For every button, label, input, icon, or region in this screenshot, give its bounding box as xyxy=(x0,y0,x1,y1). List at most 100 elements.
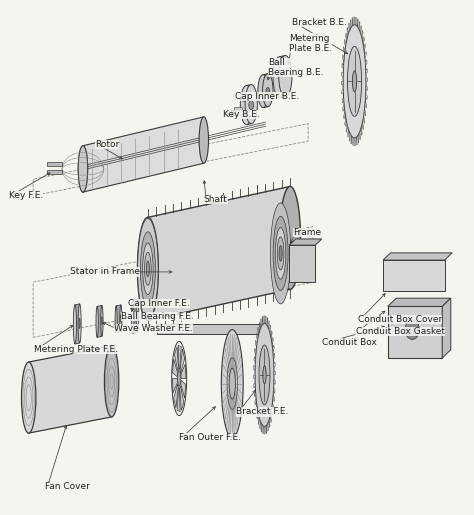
Polygon shape xyxy=(267,423,268,431)
Polygon shape xyxy=(361,127,362,135)
Polygon shape xyxy=(356,137,357,145)
Polygon shape xyxy=(364,109,366,116)
Polygon shape xyxy=(261,319,262,327)
Polygon shape xyxy=(257,327,259,335)
Bar xyxy=(231,110,246,115)
Polygon shape xyxy=(271,331,272,338)
Polygon shape xyxy=(274,371,275,375)
Ellipse shape xyxy=(258,75,268,108)
Ellipse shape xyxy=(100,305,103,336)
Polygon shape xyxy=(341,81,343,85)
Ellipse shape xyxy=(347,46,362,116)
Polygon shape xyxy=(351,136,352,144)
Ellipse shape xyxy=(78,146,88,192)
Ellipse shape xyxy=(405,320,419,339)
Polygon shape xyxy=(344,112,345,119)
Polygon shape xyxy=(342,90,343,94)
Text: Fan Outer F.E.: Fan Outer F.E. xyxy=(179,433,241,442)
Bar xyxy=(383,260,445,291)
Polygon shape xyxy=(365,94,367,99)
Polygon shape xyxy=(263,74,268,108)
Polygon shape xyxy=(347,27,348,36)
Polygon shape xyxy=(388,298,451,306)
Polygon shape xyxy=(353,138,354,146)
Polygon shape xyxy=(346,33,347,41)
Polygon shape xyxy=(75,304,80,344)
Polygon shape xyxy=(181,364,186,379)
Polygon shape xyxy=(255,398,256,405)
Text: Metering Plate F.E.: Metering Plate F.E. xyxy=(34,345,118,354)
Ellipse shape xyxy=(275,228,286,279)
Polygon shape xyxy=(346,124,347,132)
Text: Ball Bearing F.E.: Ball Bearing F.E. xyxy=(121,312,193,321)
Ellipse shape xyxy=(259,345,270,405)
Polygon shape xyxy=(363,116,365,124)
Polygon shape xyxy=(177,387,180,411)
Polygon shape xyxy=(255,348,256,354)
Polygon shape xyxy=(173,379,177,393)
Polygon shape xyxy=(273,345,274,352)
Polygon shape xyxy=(342,72,343,77)
Polygon shape xyxy=(271,409,273,417)
Ellipse shape xyxy=(78,304,81,343)
Text: Fan Cover: Fan Cover xyxy=(45,482,90,491)
Ellipse shape xyxy=(270,203,291,304)
Polygon shape xyxy=(83,117,204,192)
Polygon shape xyxy=(262,316,263,324)
Polygon shape xyxy=(349,133,350,141)
Ellipse shape xyxy=(120,305,122,332)
Ellipse shape xyxy=(273,216,288,290)
Polygon shape xyxy=(254,383,255,388)
Polygon shape xyxy=(343,46,345,54)
Ellipse shape xyxy=(137,311,138,320)
Polygon shape xyxy=(181,381,186,398)
Ellipse shape xyxy=(279,246,282,261)
Ellipse shape xyxy=(104,346,119,417)
Ellipse shape xyxy=(120,315,121,322)
Ellipse shape xyxy=(140,232,155,306)
Polygon shape xyxy=(255,405,257,413)
Polygon shape xyxy=(358,135,359,143)
Polygon shape xyxy=(148,186,290,320)
Ellipse shape xyxy=(143,243,153,295)
Polygon shape xyxy=(173,359,178,376)
Polygon shape xyxy=(362,122,364,130)
Polygon shape xyxy=(354,17,355,25)
Ellipse shape xyxy=(137,218,158,319)
Polygon shape xyxy=(259,322,260,331)
Text: Wave Washer F.E.: Wave Washer F.E. xyxy=(114,324,193,333)
Polygon shape xyxy=(266,425,267,434)
Polygon shape xyxy=(28,346,111,433)
Polygon shape xyxy=(345,118,346,126)
Ellipse shape xyxy=(249,100,254,110)
Ellipse shape xyxy=(96,306,98,337)
Text: Frame: Frame xyxy=(293,228,321,237)
Polygon shape xyxy=(383,253,452,260)
Polygon shape xyxy=(180,349,185,373)
Polygon shape xyxy=(261,424,262,432)
Polygon shape xyxy=(355,138,356,146)
Text: Rotor: Rotor xyxy=(95,140,119,149)
Polygon shape xyxy=(348,23,350,31)
Polygon shape xyxy=(257,411,258,419)
Text: Shaft: Shaft xyxy=(204,195,228,204)
Polygon shape xyxy=(258,417,259,425)
Polygon shape xyxy=(246,84,251,125)
Polygon shape xyxy=(256,333,258,341)
Polygon shape xyxy=(352,18,353,26)
Ellipse shape xyxy=(280,186,301,289)
Polygon shape xyxy=(254,366,255,370)
Bar xyxy=(47,162,62,166)
Polygon shape xyxy=(347,129,349,138)
Ellipse shape xyxy=(78,146,88,192)
Polygon shape xyxy=(359,22,360,30)
Text: Cap Inner F.E.: Cap Inner F.E. xyxy=(128,299,190,308)
Bar xyxy=(289,245,315,282)
Ellipse shape xyxy=(131,300,134,333)
Polygon shape xyxy=(263,426,264,434)
Ellipse shape xyxy=(343,25,366,138)
Polygon shape xyxy=(254,375,255,379)
Text: Conduit Box: Conduit Box xyxy=(322,338,377,348)
Polygon shape xyxy=(268,320,269,329)
Polygon shape xyxy=(360,25,362,33)
